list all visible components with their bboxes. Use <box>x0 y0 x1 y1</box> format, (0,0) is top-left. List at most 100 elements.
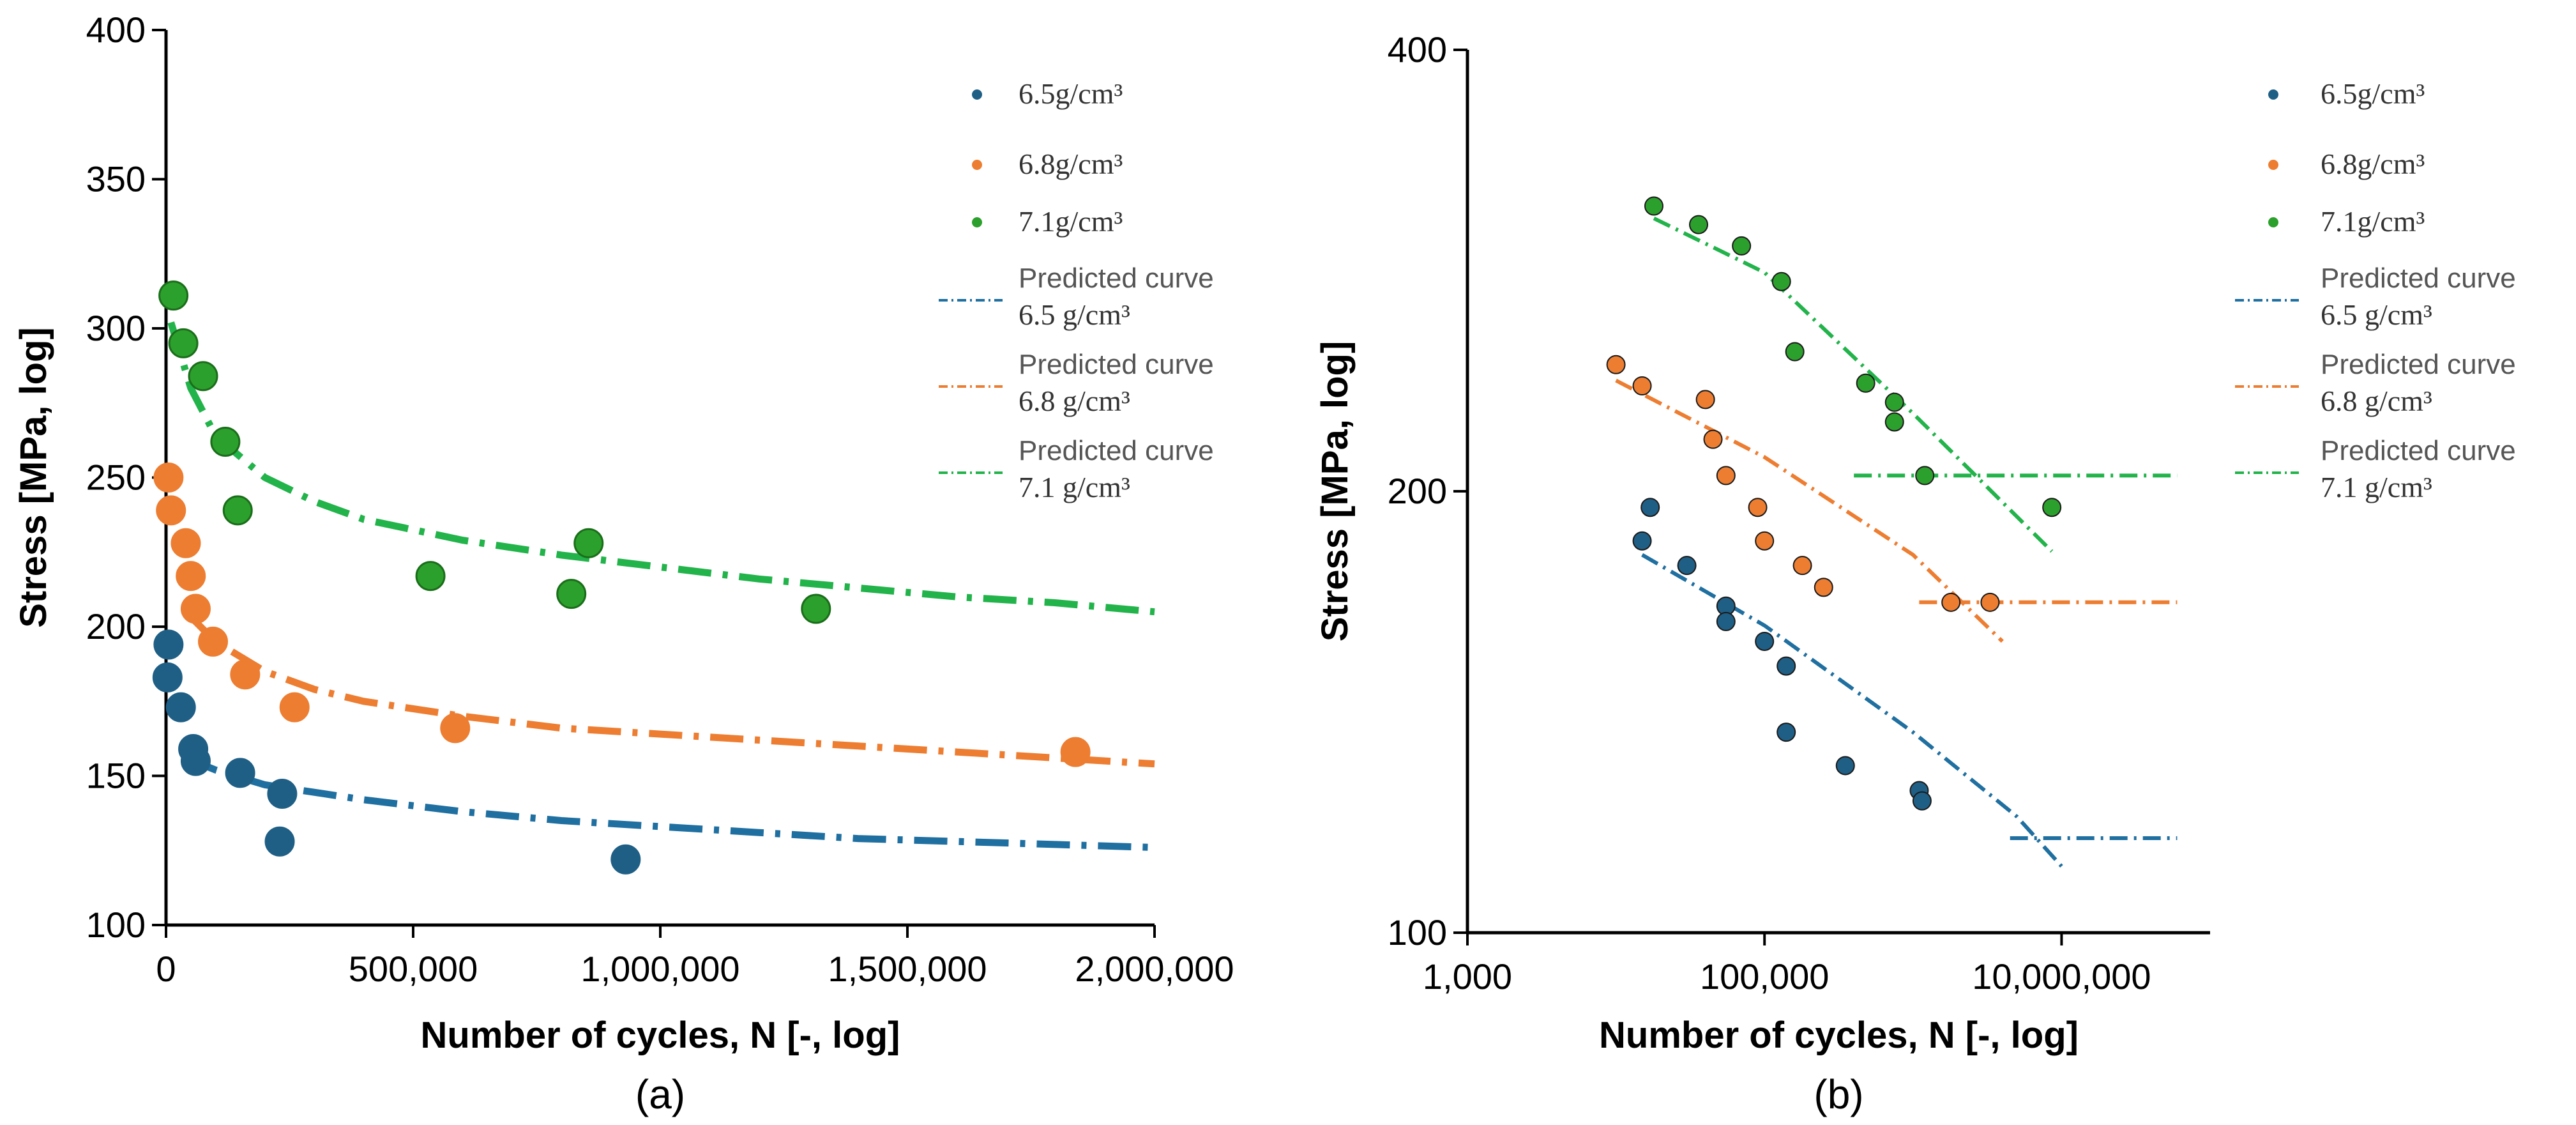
panel-b-6-8g-cm3-point <box>1941 592 1961 612</box>
panel-b-y-axis-title: Stress [MPa, log] <box>1314 341 1356 642</box>
panel-b-6-5g-cm3-point <box>1632 531 1652 551</box>
panel-a-6-5g-cm3-point <box>225 758 255 788</box>
panel-b-7-1g-cm3-point <box>1915 466 1935 486</box>
panel-b-6-5g-cm3-point <box>1755 631 1775 651</box>
panel-b-7-1g-cm3-point <box>1732 236 1752 256</box>
panel-b-legend-label-7-1g-cm3: 7.1g/cm³ <box>2321 205 2425 238</box>
panel-a-6-8g-cm3-point <box>170 528 201 558</box>
panel-b-predicted-curve-6-5-g-cm3-line <box>1641 553 2063 868</box>
panel-b-y-tick-label: 100 <box>1388 912 1447 953</box>
panel-a-y-tick-label: 150 <box>86 756 146 796</box>
panel-b-7-1g-cm3-point <box>1856 373 1875 393</box>
panel-a-6-8g-cm3-point <box>176 561 206 592</box>
panel-b-x-tick-label: 1,000 <box>1423 956 1512 997</box>
panel-a-legend-label-predicted-curve-7-1-g-cm3-line1: Predicted curve <box>1019 435 1214 466</box>
panel-a-7-1g-cm3-point <box>158 280 189 311</box>
panel-a-6-8g-cm3-point <box>156 495 186 526</box>
panel-a-7-1g-cm3-point <box>415 561 446 592</box>
panel-b-6-5g-cm3-point <box>1835 756 1855 776</box>
panel-b-y-tick-label: 200 <box>1388 471 1447 511</box>
panel-a-6-5g-cm3-point <box>180 746 211 776</box>
panel-a-legend-label-predicted-curve-6-8-g-cm3-line1: Predicted curve <box>1019 349 1214 380</box>
panel-b-6-8g-cm3-point <box>1755 531 1775 551</box>
panel-b-7-1g-cm3-point <box>1884 392 1904 412</box>
panel-a-x-tick-label: 1,500,000 <box>828 949 987 989</box>
panel-a-panel-label: (a) <box>635 1071 685 1117</box>
panel-b-7-1g-cm3-point <box>1785 342 1805 362</box>
panel-a-6-8g-cm3-point <box>440 713 471 744</box>
panel-b-6-5g-cm3-point <box>1912 791 1932 811</box>
panel-b-6-5g-cm3-point <box>1777 723 1796 742</box>
panel-a-6-8g-cm3-point <box>279 692 310 723</box>
panel-a-y-axis-title: Stress [MPa, log] <box>13 327 54 628</box>
panel-b-6-8g-cm3-point <box>1695 390 1715 409</box>
panel-b-6-5g-cm3-point <box>1677 556 1697 576</box>
panel-a-y-tick-label: 100 <box>86 905 146 945</box>
panel-a-6-5g-cm3-point <box>152 662 183 693</box>
panel-a-6-5g-cm3-point <box>267 779 298 809</box>
panel-a-6-8g-cm3-point <box>230 659 261 690</box>
panel-a-6-8g-cm3-point <box>1060 737 1091 767</box>
panel-b-6-8g-cm3-point <box>1980 592 2000 612</box>
panel-b-predicted-curve-7-1-g-cm3-line <box>1653 217 2054 553</box>
panel-b-6-5g-cm3-point <box>1777 656 1796 676</box>
panel-a-legend-label-predicted-curve-6-8-g-cm3-line2: 6.8 g/cm³ <box>1019 385 1130 417</box>
panel-a-6-8g-cm3-point <box>198 626 229 657</box>
panel-b-legend-label-predicted-curve-6-8-g-cm3-line2: 6.8 g/cm³ <box>2321 385 2432 417</box>
panel-b-legend-label-predicted-curve-7-1-g-cm3-line2: 7.1 g/cm³ <box>2321 471 2432 503</box>
panel-a-predicted-curve-6-8-g-cm3-line <box>183 609 1155 768</box>
panel-a-6-8g-cm3-point <box>180 593 211 624</box>
panel-a-y-tick-label: 300 <box>86 308 146 348</box>
panel-a-y-tick-label: 350 <box>86 159 146 199</box>
panel-a-legend-label-predicted-curve-7-1-g-cm3-line2: 7.1 g/cm³ <box>1019 471 1130 503</box>
panel-a-y-tick-label: 250 <box>86 457 146 498</box>
panel-a-legend-label-predicted-curve-6-5-g-cm3-line1: Predicted curve <box>1019 263 1214 294</box>
panel-a-x-tick-label: 2,000,000 <box>1075 949 1234 989</box>
panel-a-7-1g-cm3-point <box>222 495 253 526</box>
panel-b-legend-label-6-5g-cm3: 6.5g/cm³ <box>2321 77 2425 110</box>
panel-a-6-5g-cm3-point <box>153 629 184 660</box>
panel-a-6-5g-cm3-point <box>610 844 641 875</box>
panel-a-y-tick-label: 200 <box>86 606 146 647</box>
panel-b-x-tick-label: 10,000,000 <box>1972 956 2151 997</box>
panel-a-legend-marker-6-8g-cm3 <box>972 160 982 170</box>
panel-b-legend-marker-6-8g-cm3 <box>2268 160 2278 170</box>
panel-a-legend-label-6-8g-cm3: 6.8g/cm³ <box>1019 148 1123 180</box>
panel-b-7-1g-cm3-point <box>1771 272 1791 291</box>
panel-b-6-8g-cm3-point <box>1606 355 1626 374</box>
panel-b-7-1g-cm3-point <box>1884 412 1904 432</box>
panel-a-x-axis-title: Number of cycles, N [-, log] <box>421 1014 900 1056</box>
panel-a-chart: 100 150 200 250 300 350 400 0 500,000 1,000,000 1,… <box>13 10 1234 1117</box>
panel-a-7-1g-cm3-point <box>556 579 587 609</box>
panel-b-legend-label-6-8g-cm3: 6.8g/cm³ <box>2321 148 2425 180</box>
panel-b-chart: 100 200 400 1,000 100,000 10,000,000 Number of… <box>1314 29 2516 1117</box>
panel-b-x-tick-label: 100,000 <box>1700 956 1829 997</box>
panel-b-legend-label-predicted-curve-7-1-g-cm3-line1: Predicted curve <box>2321 435 2516 466</box>
panel-a-7-1g-cm3-point <box>168 328 199 358</box>
panel-a-x-tick-label: 500,000 <box>349 949 478 989</box>
panel-a-7-1g-cm3-point <box>801 593 831 624</box>
panel-b-6-8g-cm3-point <box>1632 376 1652 395</box>
panel-b-6-8g-cm3-point <box>1748 498 1768 517</box>
panel-a-predicted-curve-6-5-g-cm3-line <box>184 754 1155 852</box>
panel-a-legend-label-6-5g-cm3: 6.5g/cm³ <box>1019 77 1123 110</box>
panel-a-7-1g-cm3-point <box>573 528 604 558</box>
panel-b-legend-label-predicted-curve-6-8-g-cm3-line1: Predicted curve <box>2321 349 2516 380</box>
panel-a-6-5g-cm3-point <box>165 692 196 723</box>
panel-b-y-tick-label: 400 <box>1388 29 1447 70</box>
panel-b-legend: 6.5g/cm³ 6.8g/cm³ 7.1g/cm³ Predicted curve 6… <box>2235 77 2516 503</box>
panel-b-6-8g-cm3-point <box>1703 429 1723 449</box>
panel-a-6-8g-cm3-point <box>153 463 184 493</box>
panel-b-7-1g-cm3-point <box>1644 196 1663 216</box>
panel-b-6-5g-cm3-point <box>1640 498 1660 517</box>
panel-b-x-axis-title: Number of cycles, N [-, log] <box>1599 1014 2079 1056</box>
panel-b-6-5g-cm3-point <box>1716 611 1736 631</box>
panel-b-legend-label-predicted-curve-6-5-g-cm3-line2: 6.5 g/cm³ <box>2321 298 2432 331</box>
panel-b-6-8g-cm3-point <box>1792 556 1812 576</box>
panel-a-7-1g-cm3-point <box>210 426 241 457</box>
panel-b-6-8g-cm3-point <box>1716 466 1736 486</box>
panel-b-7-1g-cm3-point <box>2042 498 2062 517</box>
panel-a-legend-marker-7-1g-cm3 <box>972 217 982 227</box>
panel-b-legend-marker-6-5g-cm3 <box>2268 89 2278 100</box>
